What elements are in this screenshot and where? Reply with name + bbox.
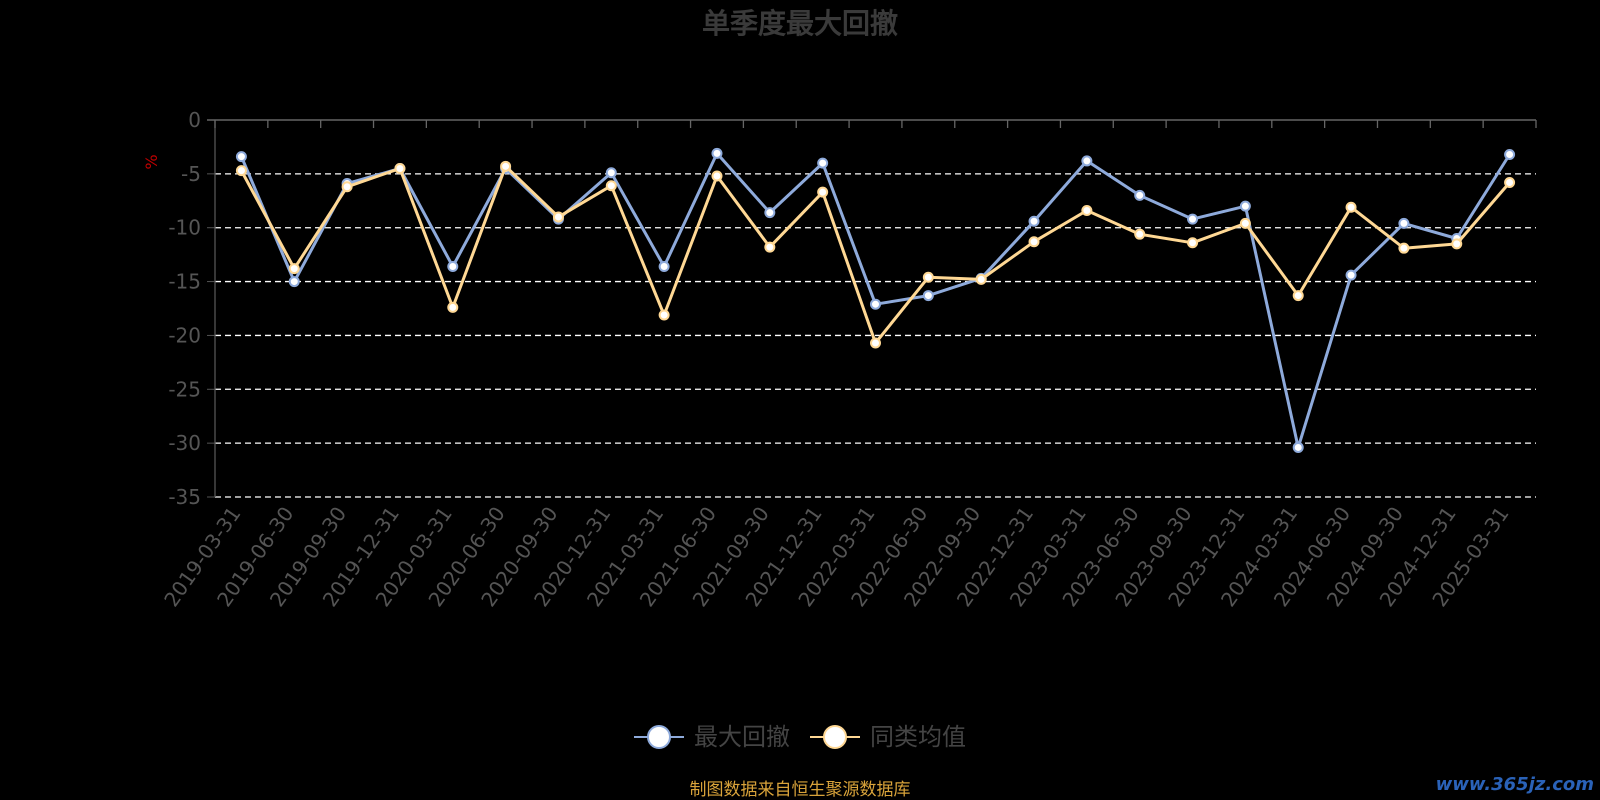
data-point[interactable] [1292,441,1304,453]
legend-label: 最大回撤 [694,723,790,751]
legend-item-peer-average[interactable]: 同类均值 [810,723,966,751]
y-tick-label: -20 [168,323,201,347]
data-point[interactable] [711,170,723,182]
data-point[interactable] [922,271,934,283]
data-point[interactable] [1187,237,1199,249]
data-source-note: 制图数据来自恒生聚源数据库 [690,780,911,800]
series-line [240,164,1511,345]
data-point[interactable] [870,298,881,310]
data-point[interactable] [817,186,829,198]
watermark: www.365jz.com [1436,774,1594,795]
data-point[interactable] [605,167,617,179]
data-point[interactable] [1081,155,1093,167]
data-point[interactable] [975,273,987,285]
data-point[interactable] [711,147,723,159]
data-point[interactable] [288,276,300,288]
data-point[interactable] [394,162,406,174]
data-point[interactable] [1504,176,1516,188]
data-point[interactable] [552,211,564,223]
chart-title: 单季度最大回撤 [702,7,898,40]
data-point[interactable] [764,241,776,253]
y-axis-unit: % [142,154,161,169]
series-peer-average [235,160,1516,349]
data-point[interactable] [1504,148,1516,160]
data-point[interactable] [500,160,512,172]
data-point[interactable] [1028,236,1040,248]
data-point[interactable] [1028,215,1040,227]
data-point[interactable] [1398,242,1410,254]
data-point[interactable] [1345,269,1357,281]
data-point[interactable] [1292,290,1304,302]
data-point[interactable] [1451,238,1463,250]
data-point[interactable] [341,181,353,193]
legend-item-max-drawdown[interactable]: 最大回撤 [634,723,790,751]
y-tick-label: -5 [181,162,201,186]
axes: 0-5-10-15-20-25-30-352019-03-312019-06-3… [159,108,1537,611]
y-tick-label: -35 [168,485,201,509]
data-point[interactable] [1239,200,1251,212]
data-point[interactable] [1187,213,1199,225]
data-point[interactable] [658,309,670,321]
data-point[interactable] [1398,217,1410,229]
data-point[interactable] [870,337,881,349]
legend-marker-icon [647,725,671,749]
data-point[interactable] [447,260,459,272]
series-max-drawdown [235,147,1516,453]
data-point[interactable] [447,301,459,313]
series-layer [235,147,1516,453]
data-point[interactable] [922,290,934,302]
data-point[interactable] [658,260,670,272]
data-point[interactable] [1345,201,1357,213]
data-point[interactable] [235,151,247,163]
legend[interactable]: 最大回撤 同类均值 [634,723,966,751]
y-tick-label: -15 [168,270,201,294]
data-point[interactable] [288,263,300,275]
grid [215,173,1536,498]
legend-marker-icon [823,725,847,749]
data-point[interactable] [1239,217,1251,229]
data-point[interactable] [817,157,829,169]
data-point[interactable] [1134,189,1146,201]
data-point[interactable] [605,180,617,192]
data-point[interactable] [235,165,247,177]
data-point[interactable] [764,207,776,219]
y-tick-label: -30 [168,431,201,455]
y-tick-label: 0 [188,108,201,132]
y-tick-label: -25 [168,377,201,401]
data-point[interactable] [1081,204,1093,216]
legend-label: 同类均值 [870,723,966,751]
data-point[interactable] [1134,228,1146,240]
y-tick-label: -10 [168,216,201,240]
